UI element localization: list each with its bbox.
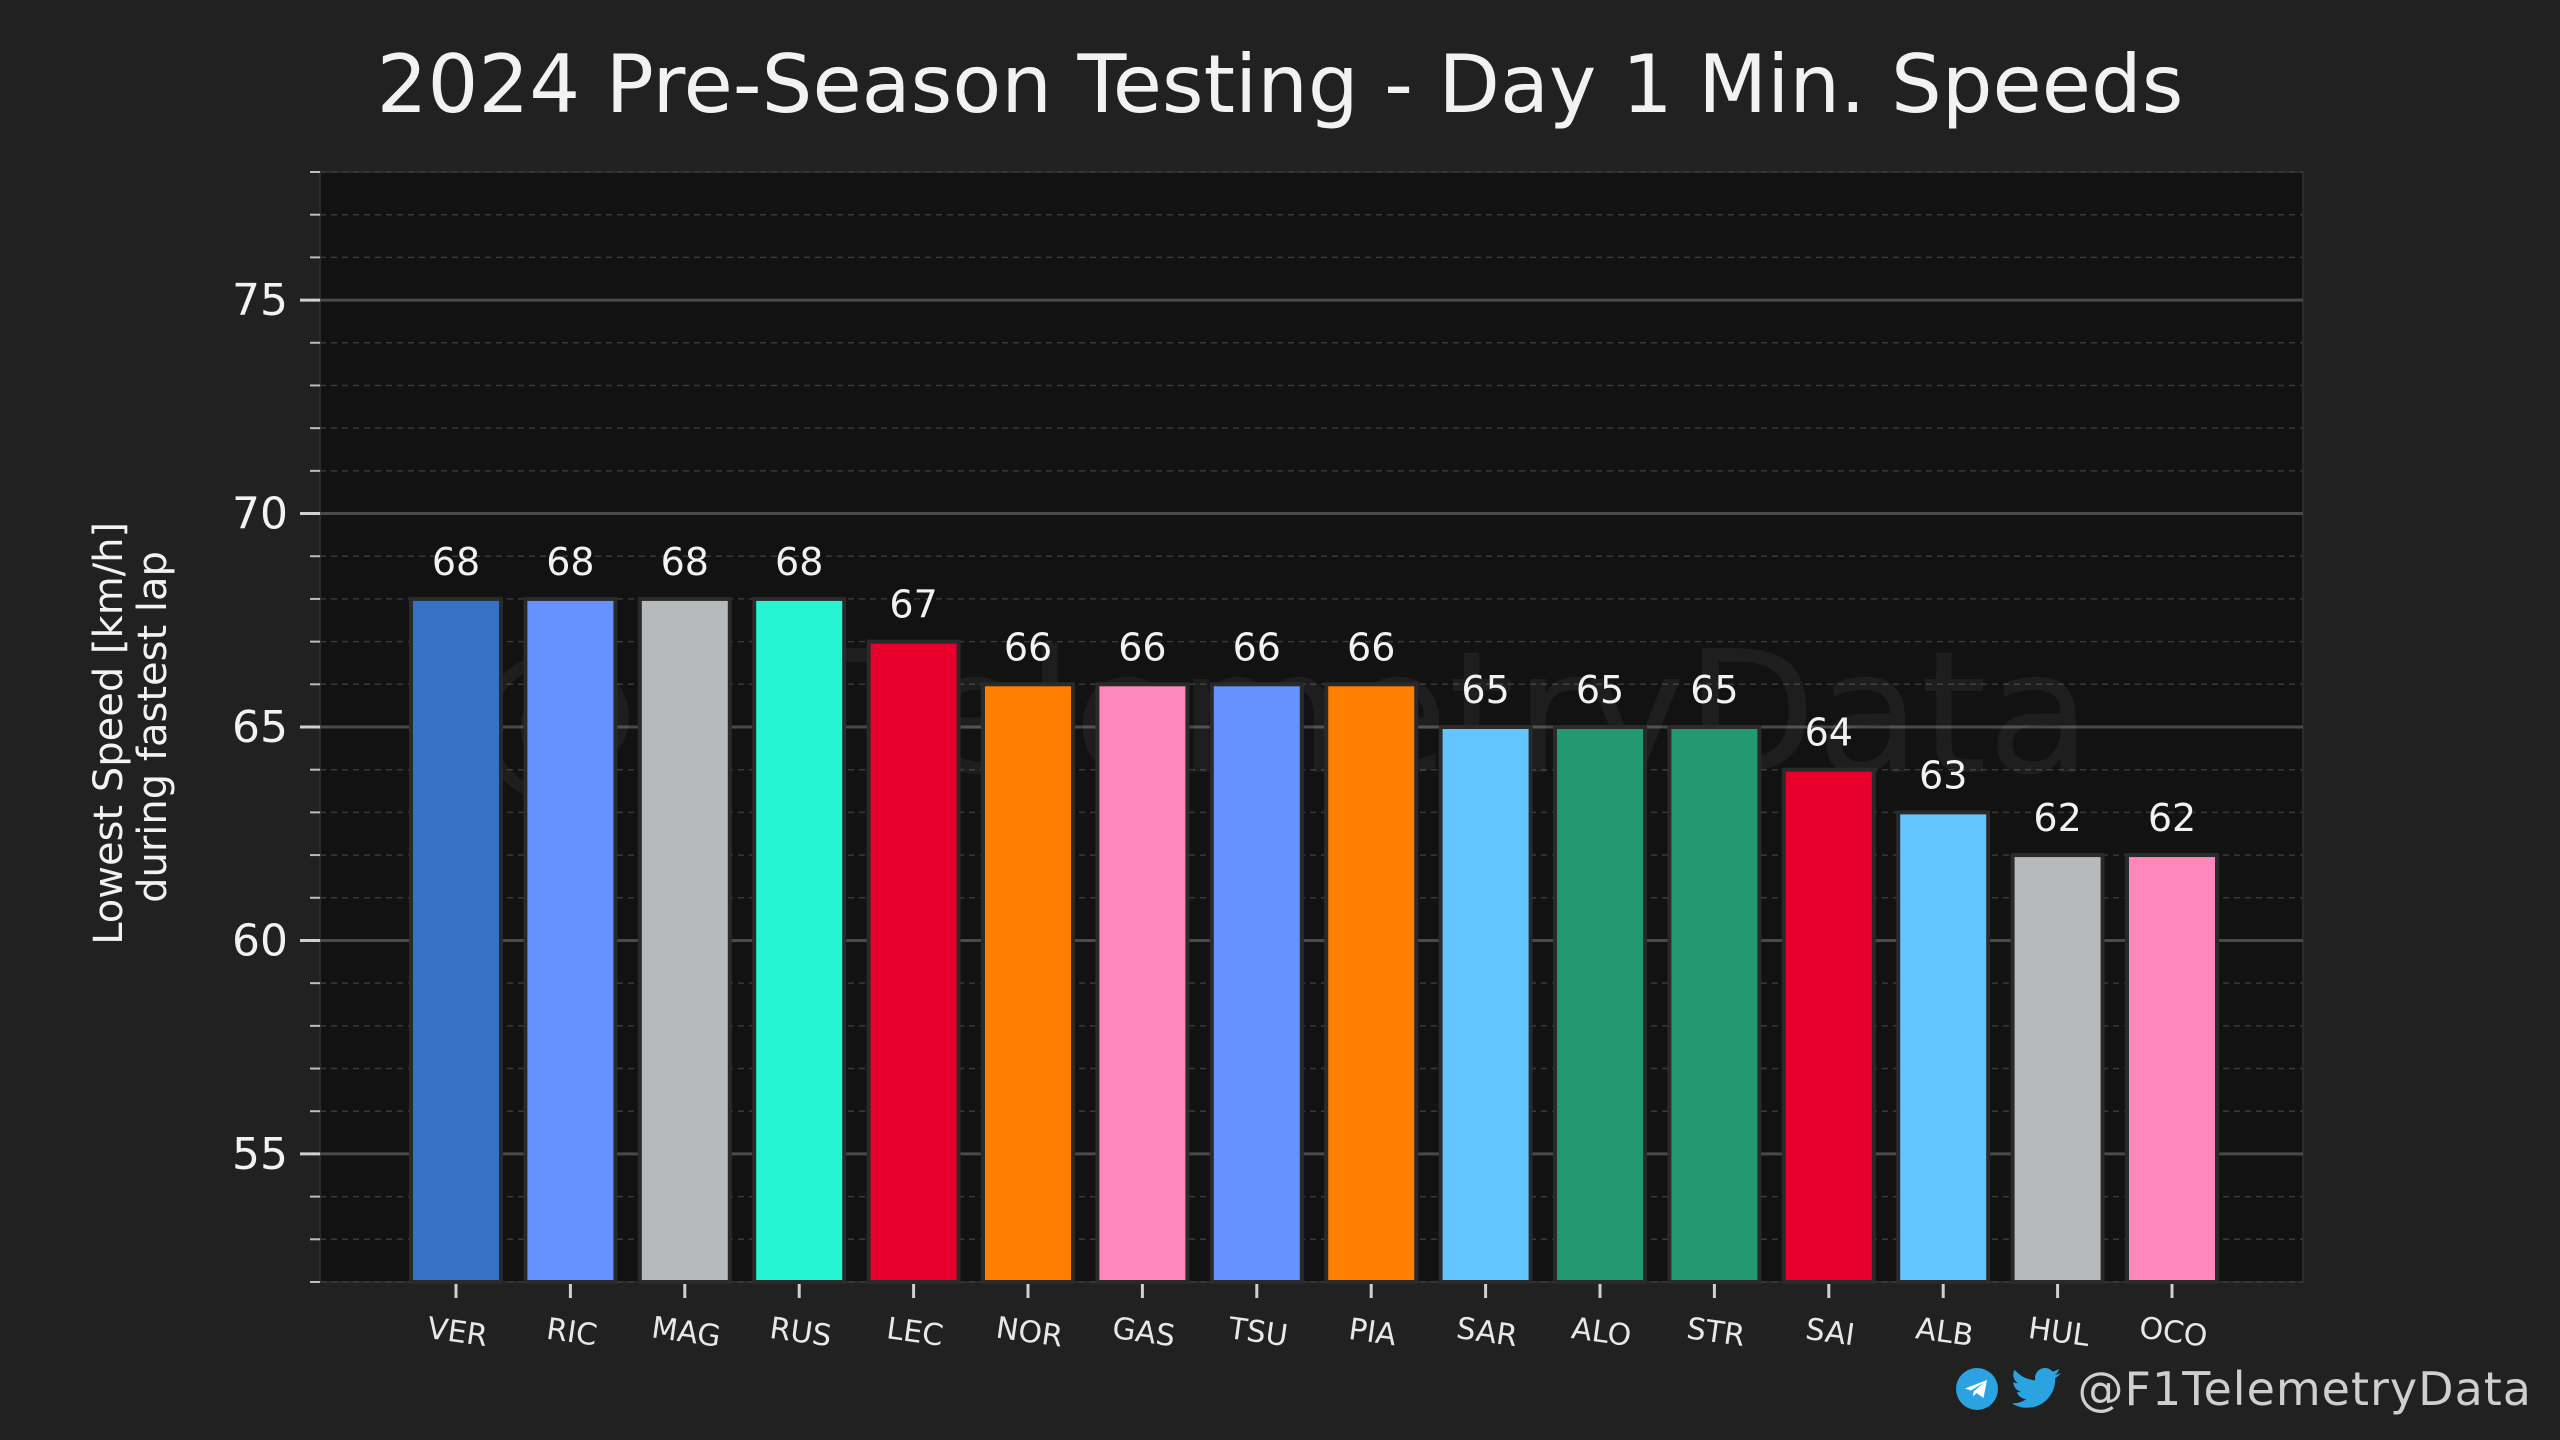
bar-ric (523, 596, 618, 1284)
bar-alb (1896, 810, 1991, 1285)
bar-str (1667, 725, 1762, 1284)
bar-value-label: 66 (1233, 625, 1281, 669)
footer-handle[interactable]: @F1TelemetryData (2077, 1362, 2532, 1416)
y-tick-label: 65 (232, 702, 288, 753)
x-tick-label: OCO (2137, 1311, 2209, 1355)
x-tick-label: STR (1684, 1311, 1747, 1354)
bar-value-label: 65 (1461, 668, 1509, 712)
x-tick-label: SAR (1454, 1311, 1519, 1354)
bar-value-label: 63 (1919, 753, 1967, 797)
bar-tsu (1209, 682, 1304, 1284)
y-tick-label: 55 (232, 1129, 288, 1180)
bar-value-label: 65 (1690, 668, 1738, 712)
bar-sai (1781, 767, 1876, 1284)
bar-oco (2125, 853, 2219, 1284)
bar-ver (409, 596, 503, 1284)
x-tick-label: ALO (1569, 1311, 1633, 1354)
bar-mag (637, 596, 732, 1284)
bar-value-label: 68 (661, 540, 709, 584)
y-axis-label: Lowest Speed [km/h] during fastest lap (86, 509, 176, 945)
bar-hul (2010, 853, 2105, 1284)
chart-title: 2024 Pre-Season Testing - Day 1 Min. Spe… (377, 38, 2184, 131)
bar-lec (866, 639, 961, 1284)
x-tick-label: GAS (1110, 1311, 1177, 1354)
bar-value-label: 66 (1118, 625, 1166, 669)
bar-value-label: 62 (2148, 796, 2196, 840)
bar-value-label: 68 (546, 540, 594, 584)
bar-alo (1553, 725, 1647, 1284)
x-tick-label: HUL (2026, 1311, 2092, 1354)
bar-nor (981, 682, 1075, 1284)
bar-sar (1438, 725, 1533, 1284)
x-tick-label: NOR (994, 1311, 1065, 1355)
data-labels: 68 68 68 68 67 66 66 66 66 65 65 65 64 63 62 62 (432, 540, 2196, 840)
x-tick-label: RUS (767, 1311, 833, 1354)
bar-value-label: 62 (2033, 796, 2081, 840)
y-axis-ticks: 55 60 65 70 75 (232, 171, 320, 1283)
y-axis-label-line1: Lowest Speed [km/h] (86, 522, 132, 945)
bar-gas (1095, 682, 1190, 1284)
x-tick-label: ALB (1913, 1311, 1975, 1354)
bar-value-label: 65 (1576, 668, 1624, 712)
x-tick-label: LEC (884, 1311, 945, 1354)
y-tick-label: 75 (232, 275, 288, 326)
bar-value-label: 67 (889, 583, 937, 627)
bar-rus (752, 596, 847, 1284)
x-tick-label: VER (425, 1311, 490, 1354)
twitter-icon[interactable] (2013, 1367, 2063, 1411)
x-tick-label: PIA (1347, 1312, 1399, 1353)
x-tick-label: RIC (544, 1312, 599, 1354)
bar-value-label: 68 (432, 540, 480, 584)
footer: @F1TelemetryData (1955, 1354, 2532, 1424)
bar-value-label: 68 (775, 540, 823, 584)
telegram-icon[interactable] (1955, 1367, 1999, 1411)
y-tick-label: 70 (232, 489, 288, 540)
bars (409, 596, 2219, 1285)
x-tick-label: TSU (1225, 1311, 1290, 1354)
x-axis-ticks: VER RIC MAG RUS LEC NOR GAS TSU PIA SAR ALO STR SAI A… (425, 1284, 2210, 1355)
bar-value-label: 64 (1805, 711, 1853, 755)
x-tick-label: SAI (1803, 1312, 1856, 1353)
x-tick-label: MAG (649, 1310, 722, 1354)
y-tick-label: 60 (232, 915, 288, 966)
bar-value-label: 66 (1347, 625, 1395, 669)
bar-pia (1324, 682, 1419, 1284)
bar-value-label: 66 (1004, 625, 1052, 669)
y-axis-label-line2: during fastest lap (130, 551, 176, 903)
